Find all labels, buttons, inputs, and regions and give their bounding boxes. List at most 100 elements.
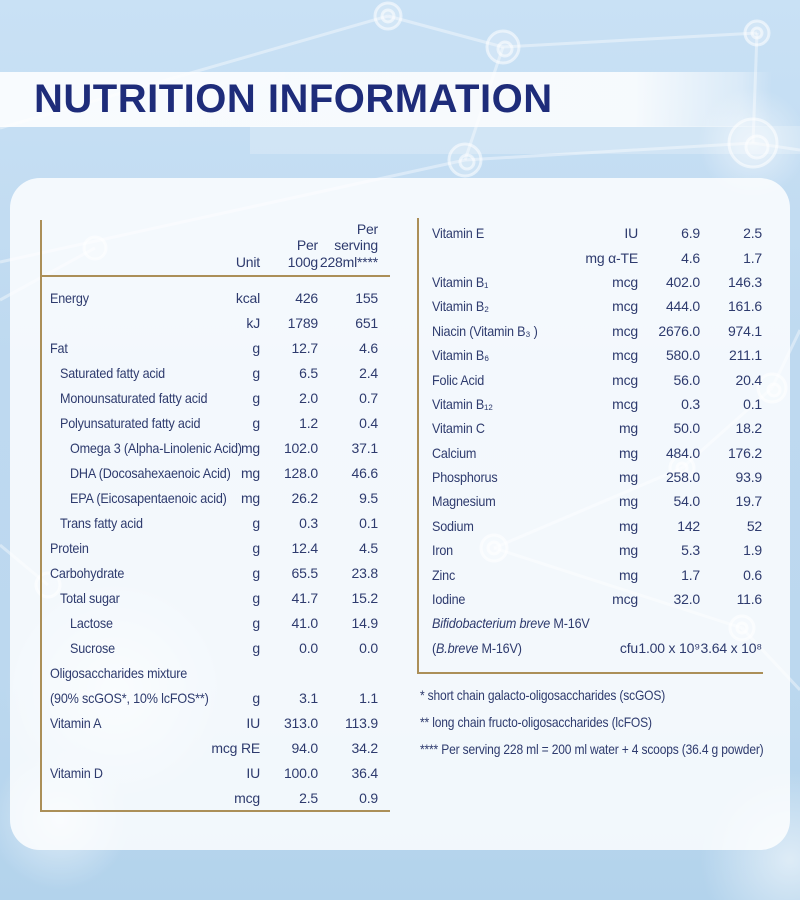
nutrient-label: Vitamin C <box>432 420 485 437</box>
per-100g-cell: 12.7 <box>291 339 319 356</box>
nutrient-label: (90% scGOS*, 10% lcFOS**) <box>50 689 209 706</box>
nutrient-label: Fat <box>50 339 68 356</box>
table-row: Vitamin B₆ mcg 580.0 211.1 <box>419 343 763 367</box>
per-100g-cell: 1.00 x 10⁹ <box>638 639 700 656</box>
per-serving-cell: 651 <box>355 314 378 331</box>
unit-cell: g <box>252 689 260 706</box>
table-row: Fat g 12.7 4.6 <box>42 335 390 360</box>
per-serving-cell: 155 <box>355 289 378 306</box>
table-rows: Vitamin E IU 6.9 2.5 mg α-TE 4.6 1.7 Vitamin B₁… <box>419 221 763 660</box>
unit-cell: g <box>252 514 260 531</box>
unit-cell: mcg <box>612 371 638 388</box>
unit-cell: kJ <box>246 314 260 331</box>
per-100g-cell: 102.0 <box>283 439 318 456</box>
nutrient-label: Sodium <box>432 517 474 534</box>
per-100g-cell: 100.0 <box>283 764 318 781</box>
per-serving-cell: 3.64 x 10⁸ <box>700 639 762 656</box>
per-serving-cell: 0.4 <box>359 414 378 431</box>
nutrition-card: Unit Per 100g Per serving 228ml**** Energy k… <box>10 178 790 850</box>
per-100g-cell: 580.0 <box>665 347 700 364</box>
per-serving-cell: 1.9 <box>743 542 762 559</box>
nutrient-label: Lactose <box>70 614 113 631</box>
unit-cell: mg <box>240 439 260 456</box>
header-unit: Unit <box>235 253 260 270</box>
per-serving-cell: 176.2 <box>727 444 762 461</box>
per-serving-cell: 93.9 <box>735 469 763 486</box>
per-serving-cell: 37.1 <box>351 439 379 456</box>
per-100g-cell: 6.9 <box>681 225 700 242</box>
nutrient-label: Phosphorus <box>432 469 498 486</box>
per-serving-cell: 9.5 <box>359 489 378 506</box>
unit-cell: g <box>252 414 260 431</box>
table-row: (B.breve M-16V) cfu 1.00 x 10⁹ 3.64 x 10⁸ <box>419 636 763 660</box>
per-serving-cell: 18.2 <box>735 420 763 437</box>
nutrient-label <box>50 740 204 756</box>
per-serving-cell: 11.6 <box>736 591 763 608</box>
per-serving-cell: 23.8 <box>351 564 379 581</box>
title-band: NUTRITION INFORMATION <box>0 72 772 127</box>
nutrient-label: Vitamin E <box>432 225 485 242</box>
unit-cell: g <box>252 389 260 406</box>
per-serving-cell: 14.9 <box>351 614 379 631</box>
header-per-serving: Per serving 228ml**** <box>319 220 378 270</box>
footnote: * short chain galacto-oligosaccharides (… <box>420 687 666 703</box>
nutrient-label: Polyunsaturated fatty acid <box>60 414 201 431</box>
per-serving-cell: 2.5 <box>743 225 762 242</box>
nutrient-label: Total sugar <box>60 589 120 606</box>
per-100g-cell: 32.0 <box>673 591 701 608</box>
per-100g-cell: 56.0 <box>673 371 701 388</box>
footnotes: * short chain galacto-oligosaccharides (… <box>420 682 800 763</box>
nutrient-label: Vitamin B₆ <box>432 347 489 364</box>
per-100g-cell: 3.1 <box>299 689 318 706</box>
nutrition-table-right: Vitamin E IU 6.9 2.5 mg α-TE 4.6 1.7 Vitamin B₁… <box>417 218 763 675</box>
per-100g-cell: 402.0 <box>665 273 700 290</box>
per-100g-cell: 54.0 <box>673 493 701 510</box>
nutrient-label: Carbohydrate <box>50 564 125 581</box>
per-serving-cell: 0.6 <box>743 566 762 583</box>
unit-cell: IU <box>624 225 638 242</box>
nutrient-label: Magnesium <box>432 493 496 510</box>
table-row: EPA (Eicosapentaenoic acid) mg 26.2 9.5 <box>42 485 390 510</box>
unit-cell: g <box>252 539 260 556</box>
table-row: Total sugar g 41.7 15.2 <box>42 585 390 610</box>
table-row: mcg RE 94.0 34.2 <box>42 735 390 760</box>
per-serving-cell: 20.4 <box>735 371 763 388</box>
nutrient-label: Calcium <box>432 444 477 461</box>
per-100g-cell: 128.0 <box>283 464 318 481</box>
per-serving-cell: 0.1 <box>359 514 378 531</box>
unit-cell: mg <box>618 542 638 559</box>
nutrition-table-left: Unit Per 100g Per serving 228ml**** Energy k… <box>40 220 390 812</box>
per-100g-cell: 41.7 <box>291 589 319 606</box>
per-serving-cell: 211.1 <box>729 347 762 364</box>
per-100g-cell: 94.0 <box>291 739 319 756</box>
per-serving-cell: 0.0 <box>359 639 378 656</box>
table-row: Lactose g 41.0 14.9 <box>42 610 390 635</box>
table-row: Iodine mcg 32.0 11.6 <box>419 587 763 611</box>
per-100g-cell: 426 <box>295 289 318 306</box>
per-100g-cell: 5.3 <box>681 542 700 559</box>
header-per-100g: Per 100g <box>287 237 319 270</box>
per-100g-cell: 50.0 <box>673 420 701 437</box>
nutrient-label: Omega 3 (Alpha-Linolenic Acid) <box>70 439 242 456</box>
table-row: Sodium mg 142 52 <box>419 514 763 538</box>
table-row: Phosphorus mg 258.0 93.9 <box>419 465 763 489</box>
per-serving-cell: 46.6 <box>351 464 379 481</box>
nutrient-label: (B.breve M-16V) <box>432 639 522 656</box>
unit-cell: mcg <box>612 347 638 364</box>
nutrient-label: Vitamin A <box>50 714 102 731</box>
page-title: NUTRITION INFORMATION <box>34 77 553 121</box>
nutrient-label: Oligosaccharides mixture <box>50 664 188 681</box>
table-row: Trans fatty acid g 0.3 0.1 <box>42 510 390 535</box>
nutrient-label: Sucrose <box>70 639 115 656</box>
per-100g-cell: 12.4 <box>291 539 319 556</box>
per-100g-cell: 1.7 <box>681 566 700 583</box>
table-row: Calcium mg 484.0 176.2 <box>419 441 763 465</box>
table-row: mcg 2.5 0.9 <box>42 785 390 810</box>
per-serving-cell: 36.4 <box>351 764 379 781</box>
table-row: Niacin (Vitamin B₃ ) mcg 2676.0 974.1 <box>419 319 763 343</box>
table-row: Carbohydrate g 65.5 23.8 <box>42 560 390 585</box>
unit-cell: mg <box>618 444 638 461</box>
unit-cell: mg <box>618 493 638 510</box>
table-row: Protein g 12.4 4.5 <box>42 535 390 560</box>
unit-cell: mcg RE <box>211 739 260 756</box>
